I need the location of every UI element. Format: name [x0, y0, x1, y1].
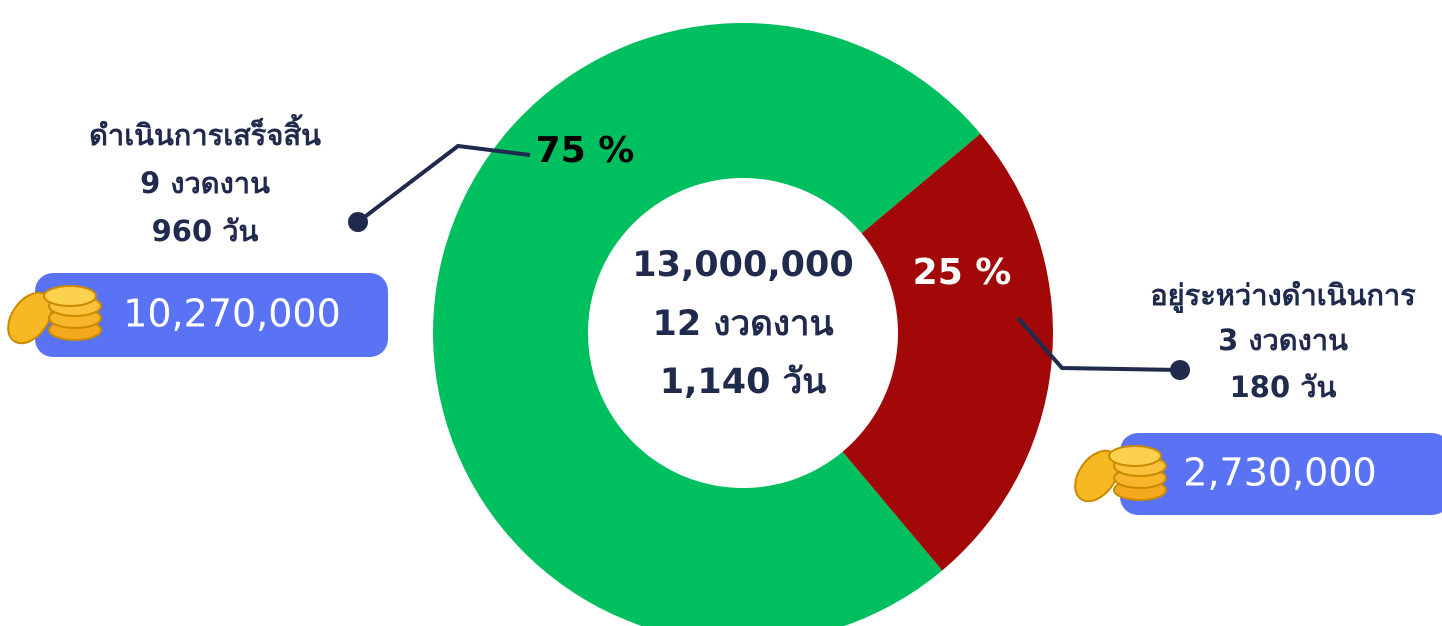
- center-total: 13,000,000: [632, 245, 853, 285]
- amount-pill: [35, 273, 388, 357]
- coin-icon: [1074, 445, 1167, 503]
- center-detail: 1,140 วัน: [660, 362, 827, 402]
- segment-detail: 180 วัน: [1230, 370, 1337, 404]
- leader-line: [1016, 316, 1181, 372]
- donut: [433, 23, 1053, 626]
- segment-name: ดำเนินการเสร็จสิ้น: [89, 113, 321, 152]
- leader-dot: [1170, 360, 1190, 380]
- donut-segment: [842, 133, 1053, 571]
- segment-amount: 2,730,000: [1183, 451, 1376, 495]
- percent-label: 25 %: [913, 252, 1012, 293]
- segment-detail: 960 วัน: [152, 214, 259, 248]
- amount-pill: [1120, 433, 1442, 515]
- segment-name: อยู่ระหว่างดำเนินการ: [1150, 278, 1416, 313]
- donut-segment: [433, 23, 981, 626]
- leader-line: [356, 143, 531, 224]
- coin-icon: [7, 285, 102, 345]
- leader-dot: [348, 212, 368, 232]
- center-detail: 12 งวดงาน: [652, 304, 833, 344]
- segment-detail: 9 งวดงาน: [140, 166, 270, 200]
- segment-detail: 3 งวดงาน: [1218, 323, 1348, 357]
- segment-amount: 10,270,000: [123, 292, 341, 336]
- percent-label: 75 %: [536, 130, 635, 171]
